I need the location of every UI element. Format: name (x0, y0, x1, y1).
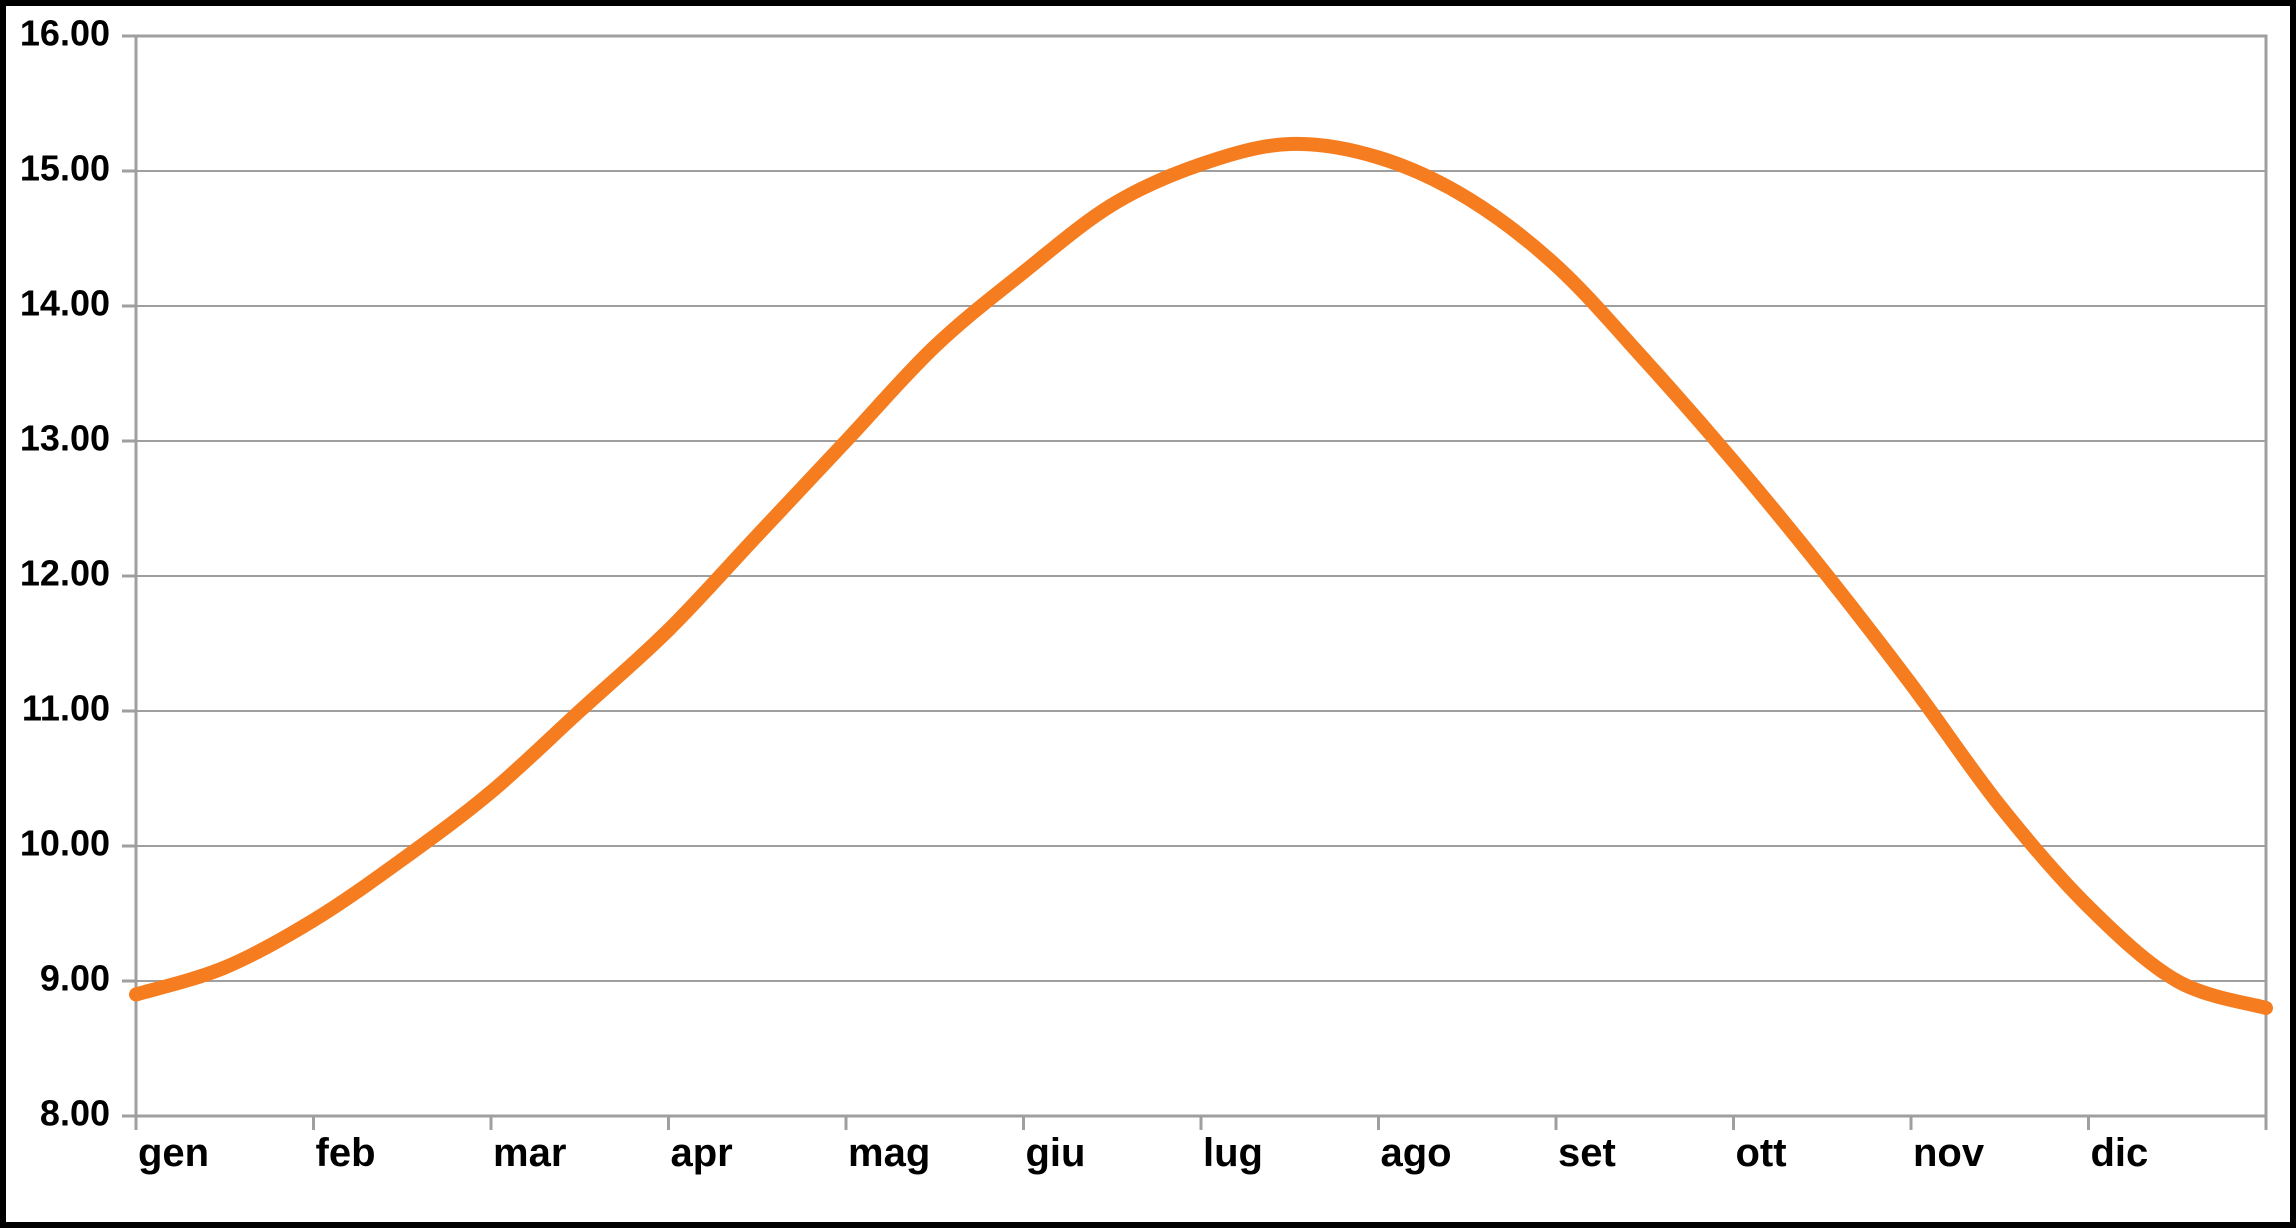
x-axis-tick-label: set (1558, 1131, 1616, 1175)
x-axis-tick-label: ago (1381, 1131, 1452, 1175)
x-axis-tick-label: giu (1026, 1131, 1086, 1175)
x-axis-tick-label: feb (316, 1131, 376, 1175)
y-axis-tick-label: 15.00 (20, 148, 110, 189)
x-axis-tick-label: nov (1913, 1131, 1985, 1175)
y-axis-tick-label: 9.00 (40, 958, 110, 999)
y-axis-tick-label: 11.00 (22, 688, 110, 729)
x-axis-tick-label: lug (1203, 1131, 1263, 1175)
x-axis-tick-label: ott (1736, 1131, 1787, 1175)
y-axis-tick-label: 8.00 (40, 1093, 110, 1134)
y-axis-tick-label: 13.00 (20, 418, 110, 459)
x-axis-tick-label: apr (671, 1131, 733, 1175)
y-axis-tick-label: 16.00 (20, 13, 110, 54)
y-axis-tick-label: 10.00 (20, 823, 110, 864)
chart-container: 8.00 9.00 10.00 11.00 12.00 13.00 14.00 15.00 16… (6, 6, 2290, 1222)
y-axis-tick-label: 14.00 (20, 283, 110, 324)
y-axis-tick-label: 12.00 (20, 553, 110, 594)
line-chart: 8.00 9.00 10.00 11.00 12.00 13.00 14.00 15.00 16… (6, 6, 2290, 1222)
x-axis-tick-label: mar (493, 1131, 566, 1175)
x-axis-tick-label: mag (848, 1131, 930, 1175)
chart-outer-frame: 8.00 9.00 10.00 11.00 12.00 13.00 14.00 15.00 16… (0, 0, 2296, 1228)
x-axis-tick-label: dic (2091, 1131, 2149, 1175)
x-axis-tick-label: gen (138, 1131, 209, 1175)
